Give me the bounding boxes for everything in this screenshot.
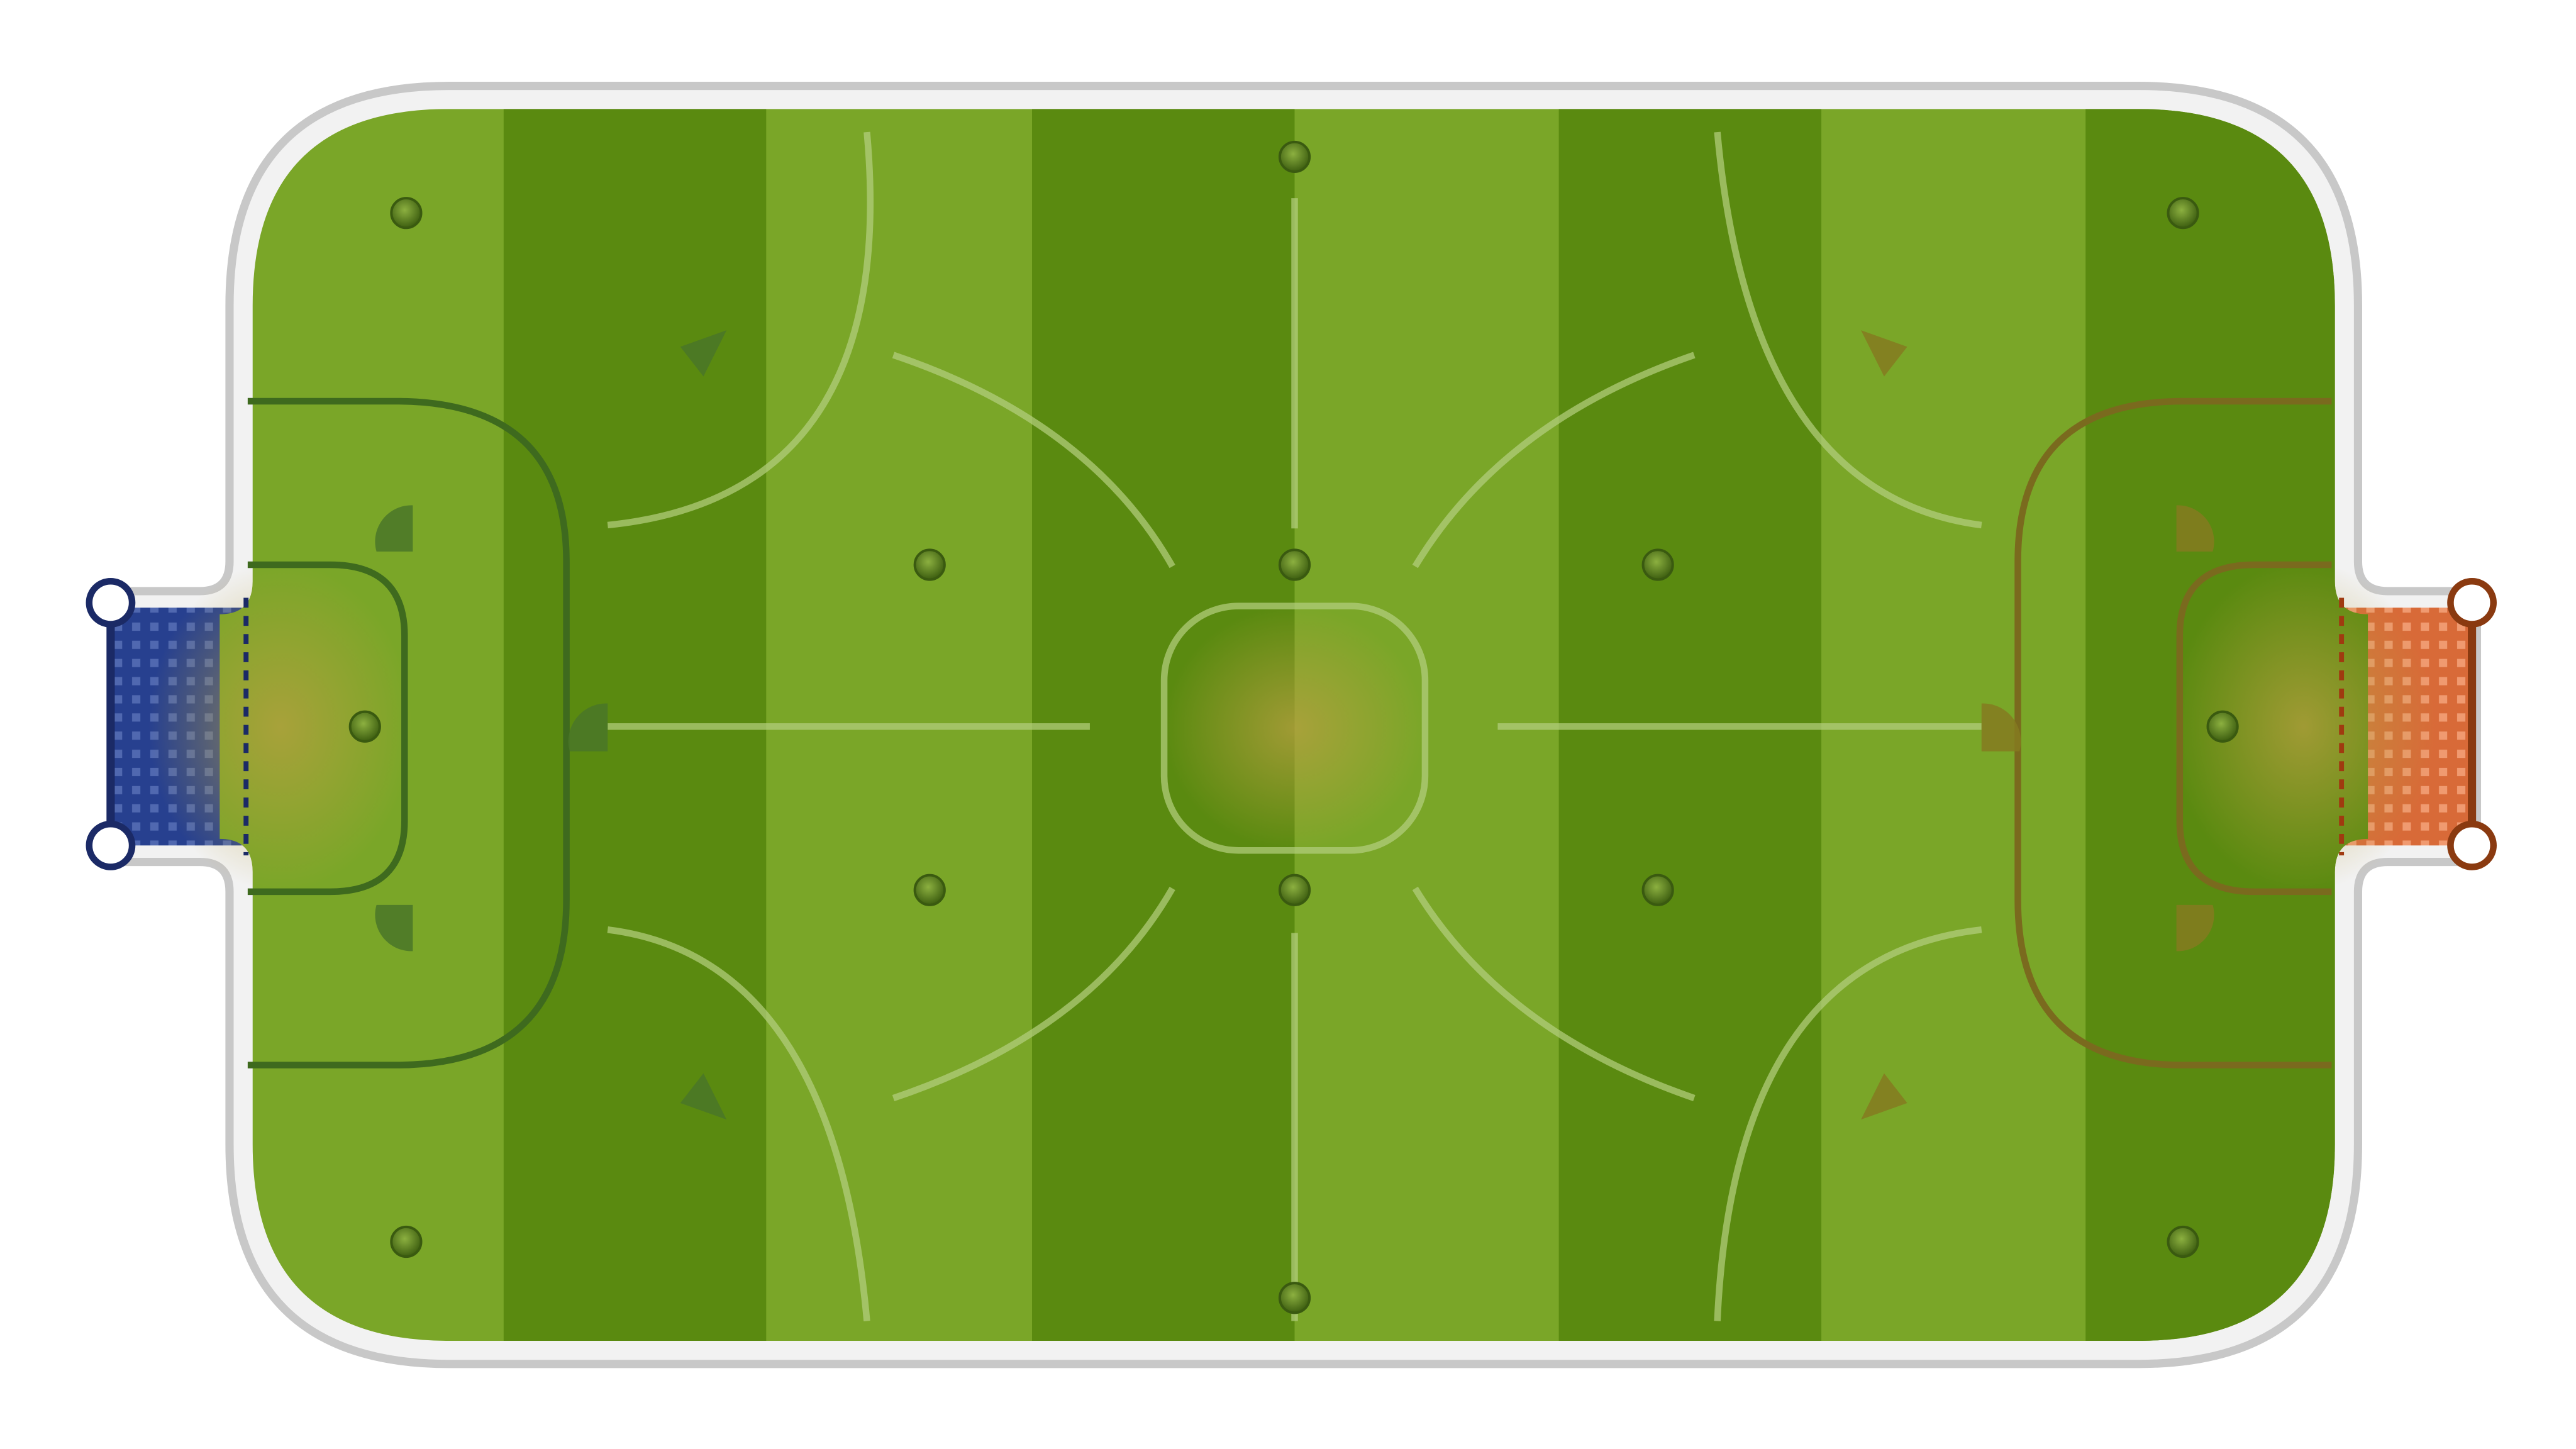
peg xyxy=(390,1225,423,1258)
zone-marker xyxy=(680,330,727,377)
peg xyxy=(2167,197,2199,230)
arc xyxy=(607,131,874,529)
zone-marker xyxy=(375,904,413,952)
zone-marker xyxy=(2176,505,2214,552)
zone-marker xyxy=(1861,1073,1907,1120)
peg xyxy=(2206,710,2239,743)
peg xyxy=(913,874,946,906)
net-dashes xyxy=(243,597,2345,856)
peg xyxy=(1278,548,1311,581)
zones xyxy=(148,330,2436,1120)
zone-marker xyxy=(1981,703,2021,752)
orange-goal-area xyxy=(2176,561,2332,896)
arc xyxy=(892,886,1175,1102)
peg xyxy=(390,197,423,230)
arc xyxy=(1714,131,1982,529)
blue-zone xyxy=(247,397,570,1069)
arc xyxy=(1412,352,1696,569)
arc xyxy=(1714,926,1982,1321)
goal-post xyxy=(86,577,136,628)
goal-post xyxy=(86,820,136,870)
peg xyxy=(1641,548,1674,581)
peg xyxy=(1278,874,1311,906)
goal-post xyxy=(2447,577,2497,628)
blue-goal-area xyxy=(247,561,408,896)
arc xyxy=(607,926,870,1321)
zone-marker xyxy=(680,1073,727,1120)
peg xyxy=(1278,140,1311,174)
zone-marker xyxy=(568,703,608,752)
arc xyxy=(892,352,1175,569)
peg xyxy=(2167,1225,2199,1258)
arc xyxy=(1412,886,1696,1102)
peg xyxy=(348,710,381,743)
orange-crease xyxy=(2171,561,2436,892)
zone-marker xyxy=(1861,330,1907,377)
peg xyxy=(1641,874,1674,906)
pegs xyxy=(348,140,2239,1314)
peg xyxy=(1278,1282,1311,1314)
markings xyxy=(607,131,1982,1321)
zone-marker xyxy=(2176,904,2214,952)
zone-marker xyxy=(375,505,413,552)
peg xyxy=(913,548,946,581)
center-box xyxy=(1160,602,1429,854)
blue-crease xyxy=(148,561,413,892)
goal-post xyxy=(2447,820,2497,870)
